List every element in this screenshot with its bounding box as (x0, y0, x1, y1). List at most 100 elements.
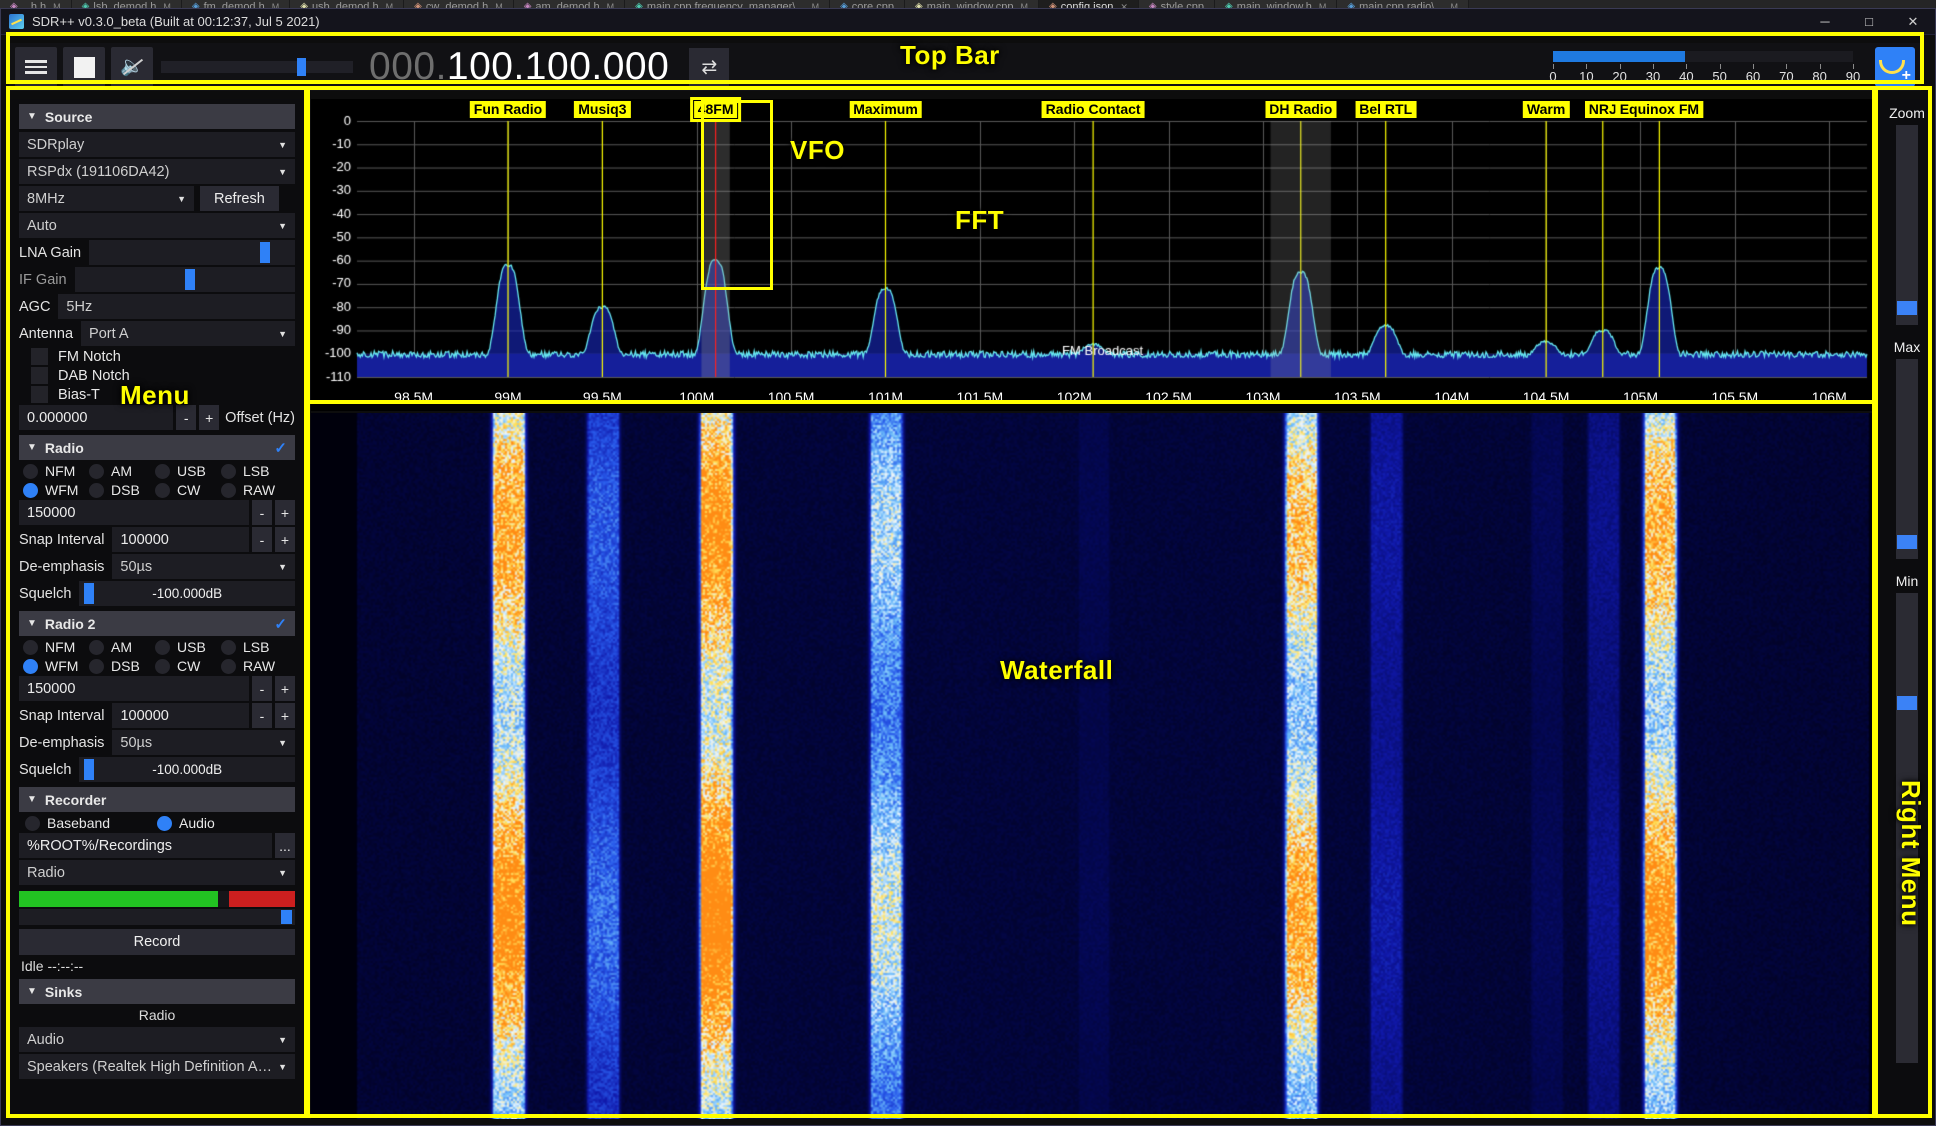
recorder-gain-knob[interactable] (281, 910, 293, 924)
vfo-label[interactable]: Musiq3 (574, 101, 631, 118)
source-mode-select[interactable]: Auto ▼ (19, 213, 295, 238)
radio2-mode-am[interactable]: AM (89, 639, 155, 655)
module-add-icon[interactable]: + (1875, 47, 1915, 87)
radio2-mode-cw[interactable]: CW (155, 658, 221, 674)
close-button[interactable]: ✕ (1907, 13, 1919, 29)
radio-mode-usb[interactable]: USB (155, 463, 221, 479)
max-slider-knob[interactable] (1897, 535, 1917, 549)
fft-canvas[interactable] (311, 99, 1873, 387)
radio2-bandwidth-minus[interactable]: - (252, 676, 272, 701)
radio-mode-nfm[interactable]: NFM (23, 463, 89, 479)
sinks-section-header[interactable]: ▼ Sinks (19, 979, 295, 1004)
radio2-mode-nfm[interactable]: NFM (23, 639, 89, 655)
offset-plus-button[interactable]: + (199, 405, 220, 430)
record-button[interactable]: Record (19, 929, 295, 955)
bandwidth-slider-track[interactable] (1553, 51, 1853, 62)
recorder-gain-slider[interactable] (19, 909, 295, 925)
menu-toggle-button[interactable] (15, 47, 57, 87)
if-gain-knob[interactable] (184, 269, 195, 290)
radio-mode-lsb[interactable]: LSB (221, 463, 287, 479)
refresh-button[interactable]: Refresh (200, 186, 279, 211)
radio-mode-raw[interactable]: RAW (221, 482, 287, 498)
bias-t-checkbox[interactable] (31, 386, 48, 403)
radio-section-header[interactable]: ▼ Radio ✓ (19, 435, 295, 460)
radio2-snap-input[interactable]: 100000 (112, 703, 249, 728)
radio2-bandwidth-plus[interactable]: + (275, 676, 295, 701)
radio-bandwidth-input[interactable]: 150000 (19, 500, 249, 525)
squelch-slider[interactable]: -100.000dB (79, 581, 295, 606)
agc-select[interactable]: 5Hz (58, 294, 295, 319)
radio2-section-header[interactable]: ▼ Radio 2 ✓ (19, 611, 295, 636)
radio2-snap-minus[interactable]: - (252, 703, 272, 728)
radio-enabled-checkbox[interactable]: ✓ (274, 439, 287, 457)
deemphasis-select[interactable]: 50µs ▼ (112, 554, 295, 579)
zoom-slider-knob[interactable] (1897, 301, 1917, 315)
volume-slider[interactable] (161, 58, 353, 76)
dab-notch-checkbox[interactable] (31, 367, 48, 384)
radio-bandwidth-minus[interactable]: - (252, 500, 272, 525)
recorder-mode-baseband[interactable]: Baseband (25, 815, 157, 831)
vfo-label[interactable]: Maximum (849, 101, 922, 118)
recorder-section-header[interactable]: ▼ Recorder (19, 787, 295, 812)
recorder-browse-button[interactable]: ... (275, 833, 295, 858)
swap-vfo-button[interactable]: ⇄ (689, 48, 730, 86)
min-slider-knob[interactable] (1897, 696, 1917, 711)
stop-button[interactable] (63, 47, 105, 87)
antenna-select[interactable]: Port A ▼ (81, 321, 295, 346)
radio2-bandwidth-input[interactable]: 150000 (19, 676, 249, 701)
vfo-label[interactable]: Warm (1522, 101, 1570, 118)
offset-input[interactable]: 0.000000 (19, 405, 174, 430)
radio2-mode-raw[interactable]: RAW (221, 658, 287, 674)
waterfall-canvas[interactable] (311, 413, 1873, 1119)
radio2-squelch-knob[interactable] (83, 759, 94, 780)
frequency-display[interactable]: 000.100.100.000 (369, 45, 669, 89)
minimize-button[interactable]: ─ (1820, 14, 1830, 29)
vfo-label[interactable]: NRJ (1584, 101, 1621, 118)
maximize-button[interactable]: □ (1865, 14, 1873, 29)
vfo-label[interactable]: Bel RTL (1355, 101, 1417, 118)
zoom-slider[interactable] (1896, 125, 1918, 325)
min-slider[interactable] (1896, 593, 1918, 1063)
vfo-label[interactable]: Radio Contact (1041, 101, 1145, 118)
bandwidth-slider[interactable]: 0 10 20 30 40 50 60 70 80 90 (1549, 47, 1861, 87)
lna-gain-knob[interactable] (259, 242, 270, 263)
radio-mode-wfm[interactable]: WFM (23, 482, 89, 498)
fm-notch-checkbox[interactable] (31, 348, 48, 365)
radio2-mode-wfm[interactable]: WFM (23, 658, 89, 674)
radio-bandwidth-plus[interactable]: + (275, 500, 295, 525)
snap-interval-input[interactable]: 100000 (112, 527, 249, 552)
mute-button[interactable]: 🔈 (111, 47, 153, 87)
volume-slider-knob[interactable] (297, 58, 307, 76)
radio2-mode-usb[interactable]: USB (155, 639, 221, 655)
snap-minus[interactable]: - (252, 527, 272, 552)
snap-plus[interactable]: + (275, 527, 295, 552)
radio2-enabled-checkbox[interactable]: ✓ (274, 615, 287, 633)
lna-gain-slider[interactable] (89, 240, 295, 265)
radio2-squelch-slider[interactable]: -100.000dB (79, 757, 295, 782)
recorder-stream-select[interactable]: Radio ▼ (19, 860, 295, 885)
vfo-label[interactable]: DH Radio (1265, 101, 1337, 118)
radio2-snap-plus[interactable]: + (275, 703, 295, 728)
radio-mode-cw[interactable]: CW (155, 482, 221, 498)
source-module-select[interactable]: SDRplay ▼ (19, 132, 295, 157)
vfo-label[interactable]: Fun Radio (469, 101, 547, 118)
radio2-mode-dsb[interactable]: DSB (89, 658, 155, 674)
recorder-mode-audio[interactable]: Audio (157, 815, 277, 831)
sink-device-select[interactable]: Speakers (Realtek High Definition Audio)… (19, 1054, 295, 1079)
dab-notch-row[interactable]: DAB Notch (31, 367, 295, 384)
offset-minus-button[interactable]: - (176, 405, 197, 430)
waterfall-display[interactable] (311, 413, 1873, 1119)
radio2-deemphasis-select[interactable]: 50µs ▼ (112, 730, 295, 755)
fft-display[interactable]: Fun Radio Musiq3 48FM Maximum Radio Contact D… (311, 97, 1873, 387)
vfo-label[interactable]: 48FM (689, 97, 742, 122)
vfo-label[interactable]: Equinox FM (1615, 101, 1704, 118)
if-gain-slider[interactable] (74, 267, 295, 292)
radio-mode-am[interactable]: AM (89, 463, 155, 479)
sink-type-select[interactable]: Audio ▼ (19, 1027, 295, 1052)
max-slider[interactable] (1896, 359, 1918, 559)
squelch-knob[interactable] (83, 583, 94, 604)
source-section-header[interactable]: ▼ Source (19, 104, 295, 129)
source-device-select[interactable]: RSPdx (191106DA42) ▼ (19, 159, 295, 184)
fm-notch-row[interactable]: FM Notch (31, 348, 295, 365)
source-samplerate-select[interactable]: 8MHz ▼ (19, 186, 194, 211)
